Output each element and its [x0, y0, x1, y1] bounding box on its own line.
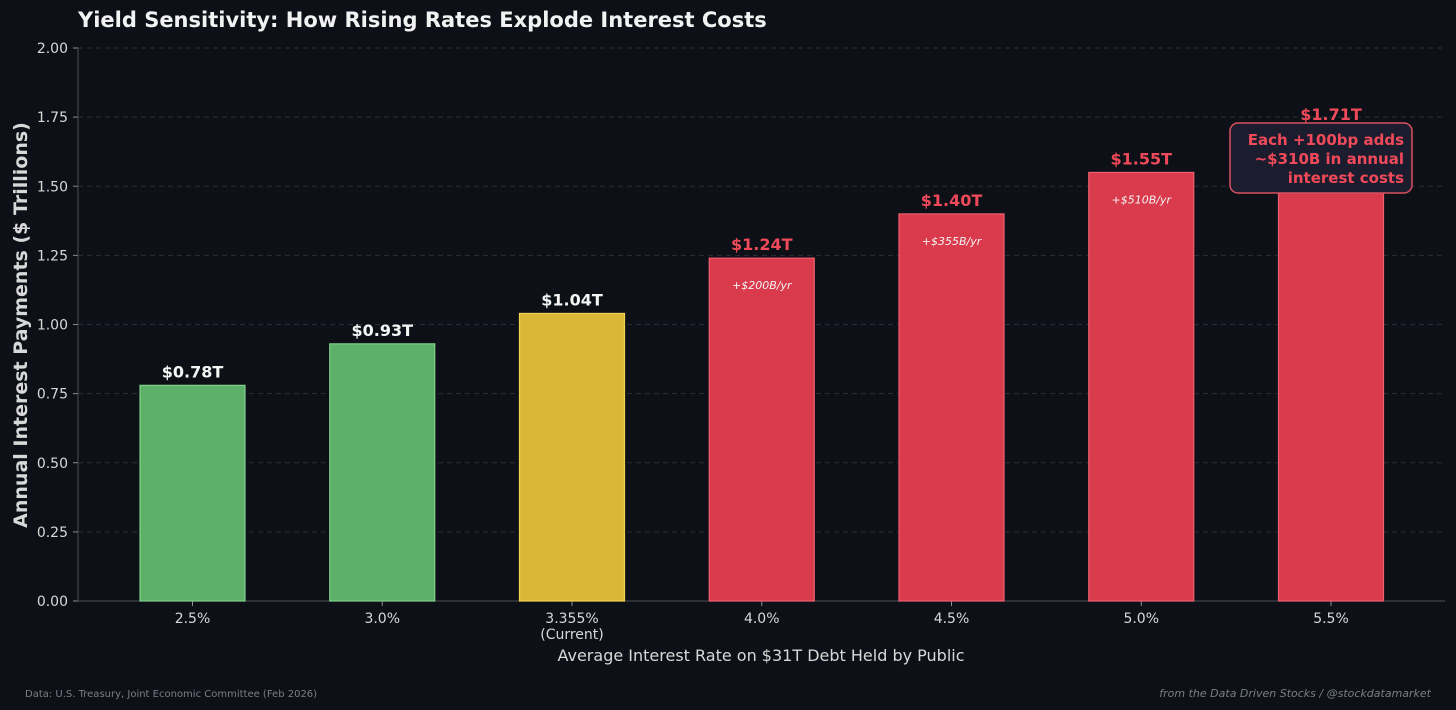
- x-axis-label: Average Interest Rate on $31T Debt Held …: [557, 646, 964, 665]
- x-tick-label: 2.5%: [175, 611, 211, 627]
- y-tick-label: 0.25: [37, 525, 68, 541]
- y-tick-label: 1.50: [37, 179, 68, 195]
- bar: [708, 257, 815, 602]
- bar: [1277, 127, 1385, 602]
- x-tick-sublabel: (Current): [540, 627, 604, 643]
- bar-delta-label: +$510B/yr: [1112, 193, 1173, 206]
- y-tick-label: 0.50: [37, 456, 68, 472]
- bars: [139, 127, 1385, 602]
- annotation-line-3: interest costs: [1288, 169, 1404, 187]
- footer-source: Data: U.S. Treasury, Joint Economic Comm…: [25, 689, 317, 700]
- bar-value-label: $1.55T: [1110, 149, 1172, 168]
- bar: [139, 384, 246, 602]
- bar-value-label: $0.78T: [162, 362, 224, 381]
- x-tick-label: 4.5%: [934, 611, 970, 627]
- bar-value-label: $1.24T: [731, 235, 793, 254]
- bar: [518, 312, 626, 602]
- y-tick-label: 1.00: [37, 318, 68, 334]
- annotation-line-1: Each +100bp adds: [1248, 131, 1404, 149]
- bar-value-label: $1.04T: [541, 290, 603, 309]
- x-tick-label: 3.0%: [364, 611, 400, 627]
- y-tick-label: 1.75: [37, 110, 68, 126]
- bar-labels: $0.78T $0.93T $1.04T $1.24T +$200B/yr $1.40T +…: [162, 105, 1362, 381]
- gridlines: [78, 47, 1445, 533]
- annotation-frame: [1229, 122, 1413, 194]
- y-tick-label: 2.00: [37, 41, 68, 57]
- bar-delta-label: +$355B/yr: [922, 235, 983, 248]
- annotation-box: Each +100bp adds ~$310B in annual intere…: [1229, 122, 1413, 194]
- bar-value-label: $0.93T: [351, 321, 413, 340]
- bar-value-label: $1.40T: [921, 191, 983, 210]
- x-tick-label: 5.5%: [1313, 611, 1349, 627]
- footer-credit: from the Data Driven Stocks / @stockdata…: [1159, 687, 1431, 700]
- y-axis-label: Annual Interest Payments ($ Trillions): [10, 122, 32, 528]
- bar: [898, 213, 1005, 602]
- bar: [1088, 171, 1195, 602]
- annotation-line-2: ~$310B in annual: [1255, 150, 1404, 168]
- x-tick-label: 5.0%: [1123, 611, 1159, 627]
- tick-labels: 0.00 0.25 0.50 0.75 1.00 1.25 1.50 1.75 2.00 2.5%…: [37, 41, 1349, 643]
- y-tick-label: 1.25: [37, 248, 68, 264]
- chart-title: Yield Sensitivity: How Rising Rates Expl…: [77, 8, 767, 32]
- bar: [329, 343, 436, 602]
- x-tick-label: 4.0%: [744, 611, 780, 627]
- y-tick-label: 0.75: [37, 387, 68, 403]
- y-tick-label: 0.00: [37, 594, 68, 610]
- bar-delta-label: +$200B/yr: [732, 279, 793, 292]
- x-tick-label: 3.355%: [545, 611, 598, 627]
- bar-value-label: $1.71T: [1300, 105, 1362, 124]
